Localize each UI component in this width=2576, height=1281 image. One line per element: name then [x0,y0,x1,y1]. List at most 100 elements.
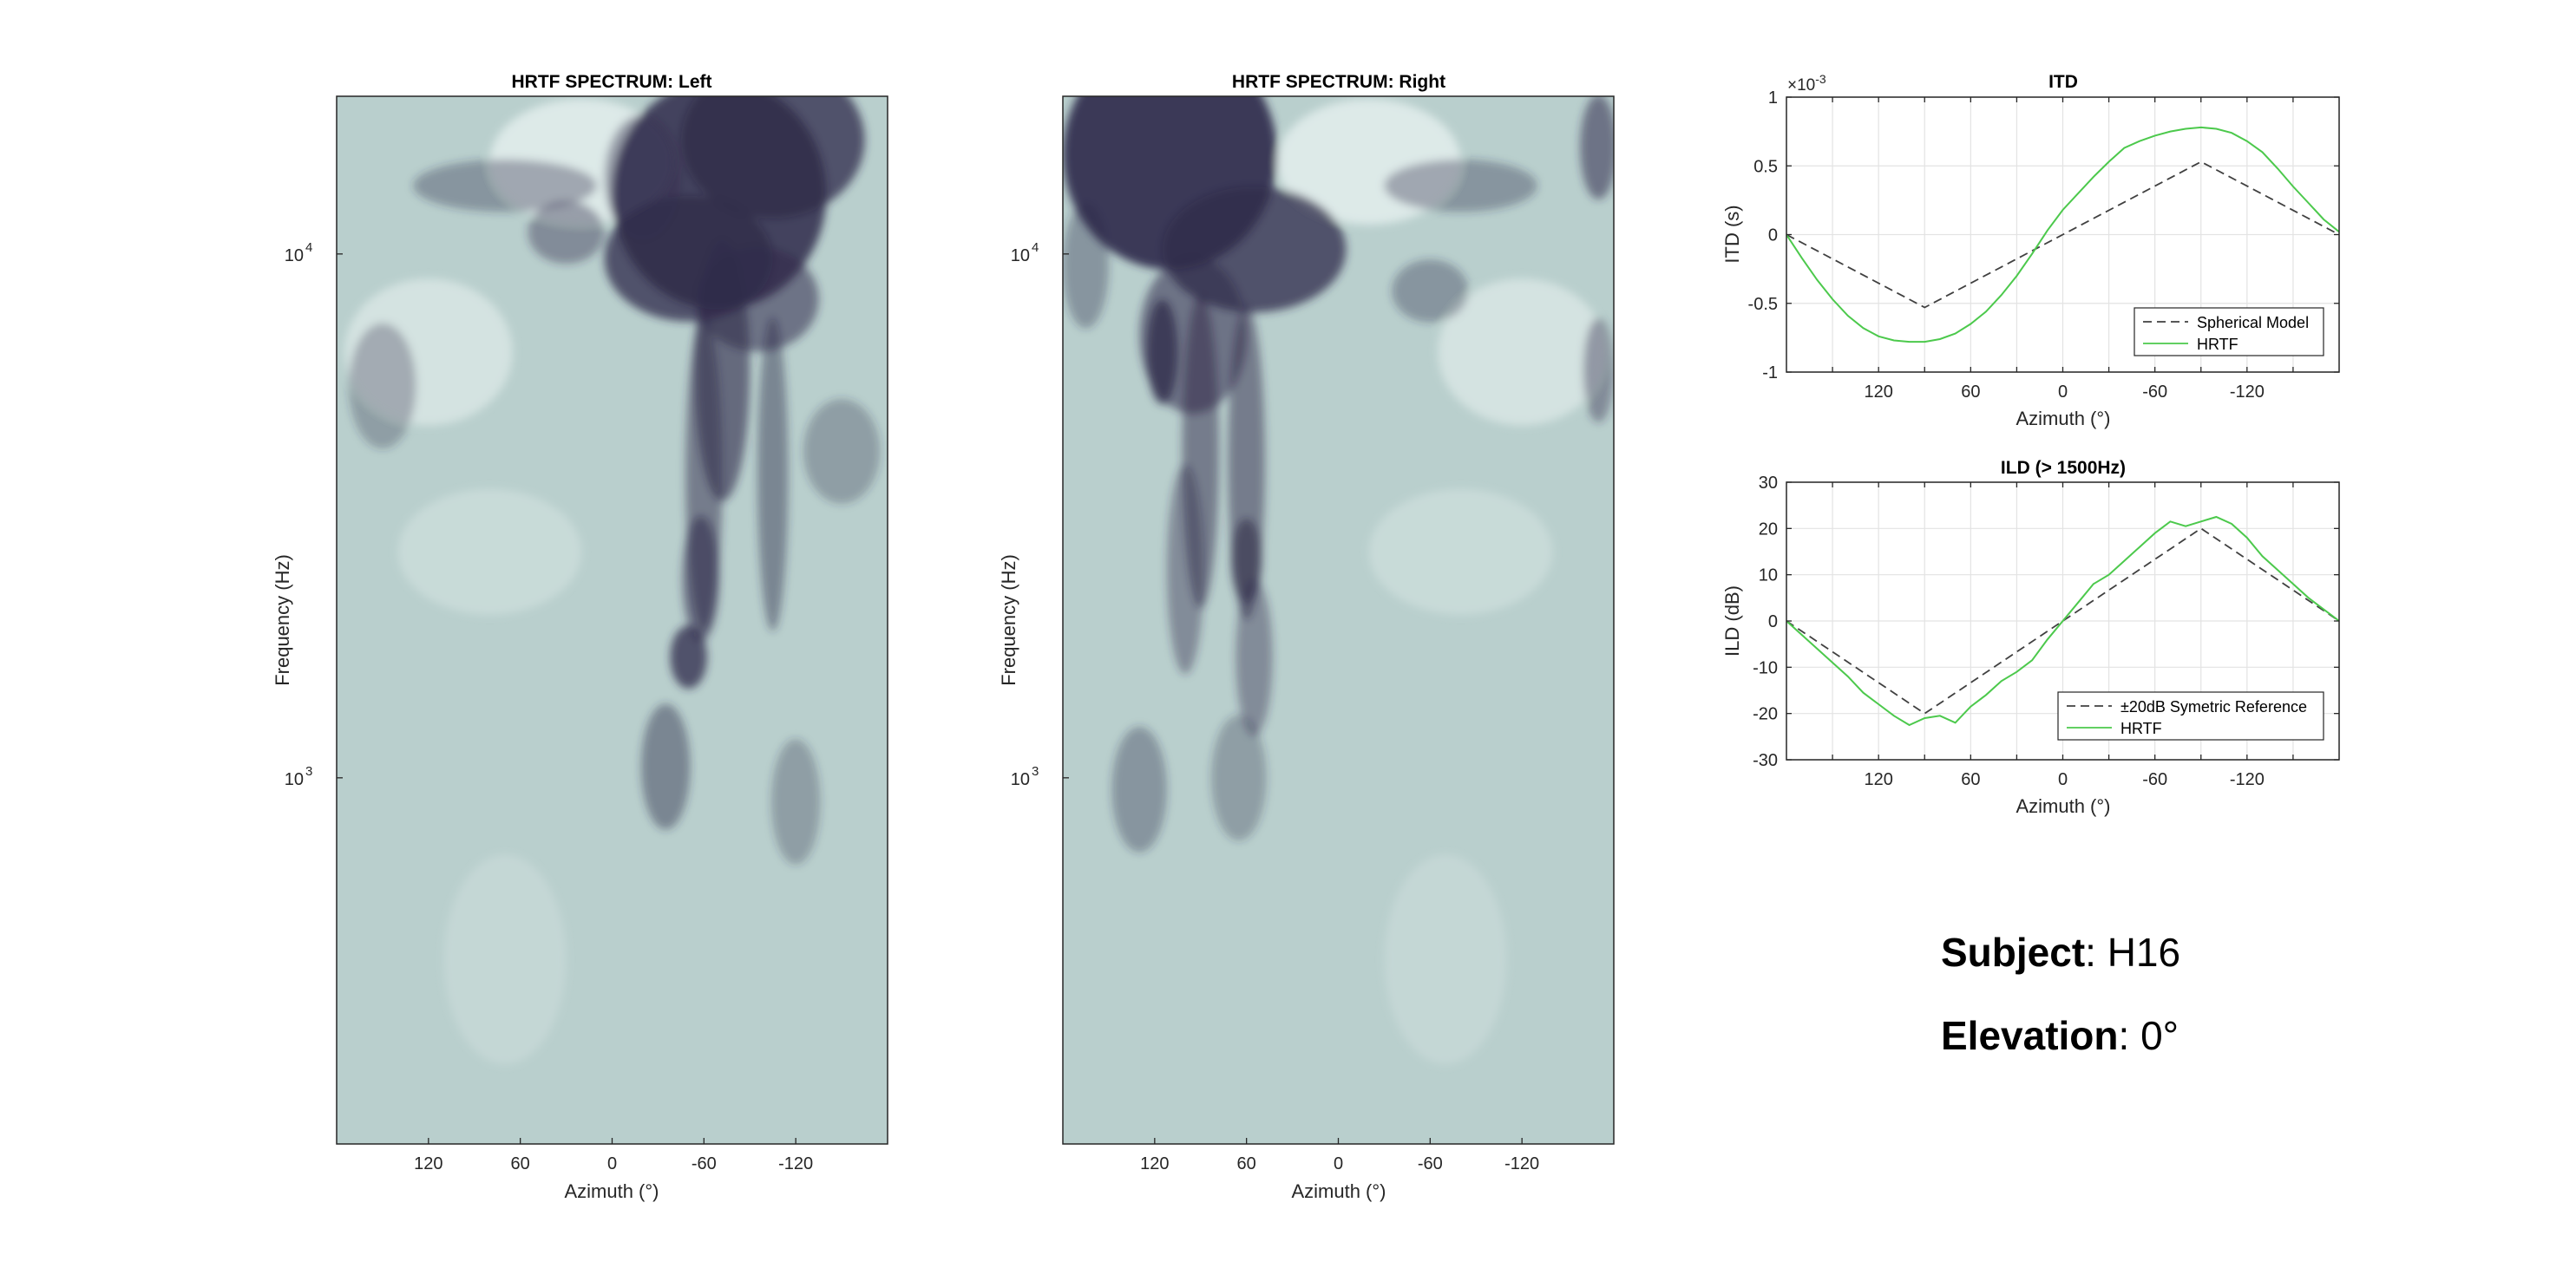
itd-xtick-label: 120 [1864,382,1892,402]
spectrum-left-notch [349,323,416,449]
spectrum-right-xtick-label: -60 [1418,1154,1443,1173]
spectrum-right-notch [1111,726,1167,853]
itd-ytick-label: 0 [1768,226,1778,245]
itd-legend-label: Spherical Model [2197,314,2309,331]
spectrum-left-xtick-label: 0 [607,1154,617,1173]
ild-ytick-label: -10 [1753,658,1778,677]
itd-legend-box [2134,307,2324,356]
spectrum-right-notch [1147,299,1178,405]
spectrum-left-features [344,96,881,1065]
itd-chart: ITD 120 60 0 -60 -120 -1 -0.5 0 0.5 1 ×10-3 Spher… [1721,72,2340,429]
itd-lines [1786,126,2339,343]
spectrum-right-light-band [1368,488,1553,615]
spectrum-right-xlabel: Azimuth (°) [1291,1180,1386,1202]
ild-xtick-label: -60 [2142,770,2167,789]
itd-xtick-label: 60 [1961,382,1980,402]
spectrum-right-features [1063,96,1614,1065]
ild-ytick-label: -30 [1753,751,1778,770]
spectrum-left-ytick-exponent: 3 [305,764,312,779]
spectrum-left-xlabel: Azimuth (°) [564,1180,659,1202]
subject-label: Subject [1941,930,2085,975]
itd-ytick-label: 1 [1768,88,1778,108]
spectrum-right-notch [1580,96,1614,199]
elevation-value: : 0° [2119,1013,2179,1058]
spectrum-right-notch [1392,259,1469,323]
spectrum-right-ytick-exponent: 4 [1032,240,1039,255]
spectrum-left-notch [770,738,821,865]
ild-title: ILD (> 1500Hz) [2001,458,2126,478]
spectrum-right-notch [1211,715,1267,841]
ild-axes: 120 60 0 -60 -120 -30 -20 -10 0 10 20 30 [1753,474,2339,789]
ild-legend-box [2057,691,2324,741]
subject-value: : H16 [2085,930,2180,975]
spectrum-right-notch [1384,159,1537,212]
spectrum-left-light-band [443,854,567,1065]
spectrum-left-notch [803,398,881,504]
subject-info: Subject: H16 [1941,930,2180,975]
ild-ytick-label: 10 [1759,566,1778,585]
itd-xtick-label: -60 [2142,382,2167,402]
ild-chart: ILD (> 1500Hz) 120 60 0 -60 -120 -30 -20 -10 0 10… [1721,458,2340,817]
itd-series-hrtf-line [1786,126,2339,343]
ild-ytick-label: -20 [1753,705,1778,724]
spectrum-right-notch [1583,317,1614,423]
spectrum-right-xtick-label: 60 [1237,1154,1256,1173]
ild-xtick-label: 120 [1864,770,1892,789]
ild-legend: ±20dB Symetric Reference HRTF [2057,691,2324,741]
spectrum-left-notch [680,96,865,219]
ild-legend-label: ±20dB Symetric Reference [2120,698,2307,716]
itd-legend-label: HRTF [2197,336,2238,353]
itd-legend: Spherical Model HRTF [2134,307,2324,356]
spectrum-right-notch [1063,202,1109,329]
ild-xtick-label: -120 [2230,770,2265,789]
itd-ytick-label: 0.5 [1753,157,1778,176]
spectrum-left-notch [670,625,707,689]
itd-title: ITD [2048,72,2078,92]
ild-legend-label: HRTF [2120,720,2162,737]
itd-axes: 120 60 0 -60 -120 -1 -0.5 0 0.5 1 [1748,88,2339,402]
spectrum-left-notch [604,114,681,241]
itd-ytick-label: -1 [1762,363,1778,382]
spectrum-right-notch [1166,464,1204,675]
itd-exponent: ×10-3 [1787,72,1826,95]
elevation-label: Elevation [1941,1013,2119,1058]
itd-xtick-label: 0 [2058,382,2068,402]
itd-ytick-label: -0.5 [1748,295,1778,314]
ild-ytick-label: 20 [1759,520,1778,539]
ild-xlabel: Azimuth (°) [2016,795,2110,817]
ild-ytick-label: 30 [1759,474,1778,493]
spectrum-left-notch [682,515,719,642]
spectrum-left-xtick-label: -120 [778,1154,813,1173]
spectrum-right-title: HRTF SPECTRUM: Right [1232,72,1445,92]
itd-exponent-base: ×10 [1787,76,1815,95]
spectrum-left-ytick-label: 10 [285,770,304,789]
ild-ylabel: ILD (dB) [1721,585,1743,657]
spectrum-left-xtick-label: 60 [511,1154,530,1173]
ild-series-hrtf-line [1786,515,2339,727]
spectrum-right-light-band [1384,854,1507,1065]
spectrum-left-notch [641,703,691,830]
spectrum-left-xtick-label: -60 [692,1154,717,1173]
spectrum-left-title: HRTF SPECTRUM: Left [512,72,712,92]
spectrum-right-xtick-label: 0 [1334,1154,1343,1173]
spectrum-left-ytick-label: 10 [285,246,304,265]
spectrum-right-ytick-label: 10 [1011,770,1030,789]
spectrum-left-xtick-label: 120 [414,1154,442,1173]
spectrum-left-notch [413,159,597,212]
itd-series-reference-line [1786,160,2339,309]
ild-lines [1786,515,2339,727]
spectrum-left-ylabel: Frequency (Hz) [272,554,293,686]
ild-ytick-label: 0 [1768,612,1778,631]
itd-xlabel: Azimuth (°) [2016,408,2110,429]
spectrum-right-ylabel: Frequency (Hz) [998,554,1019,686]
spectrum-left-light-band [397,488,582,615]
spectrum-right-light-band [1438,278,1607,426]
spectrum-right-ytick-exponent: 3 [1032,764,1039,779]
spectrum-left-notch [757,317,789,631]
spectrum-right-notch [1236,578,1273,736]
itd-exponent-power: -3 [1815,72,1826,86]
